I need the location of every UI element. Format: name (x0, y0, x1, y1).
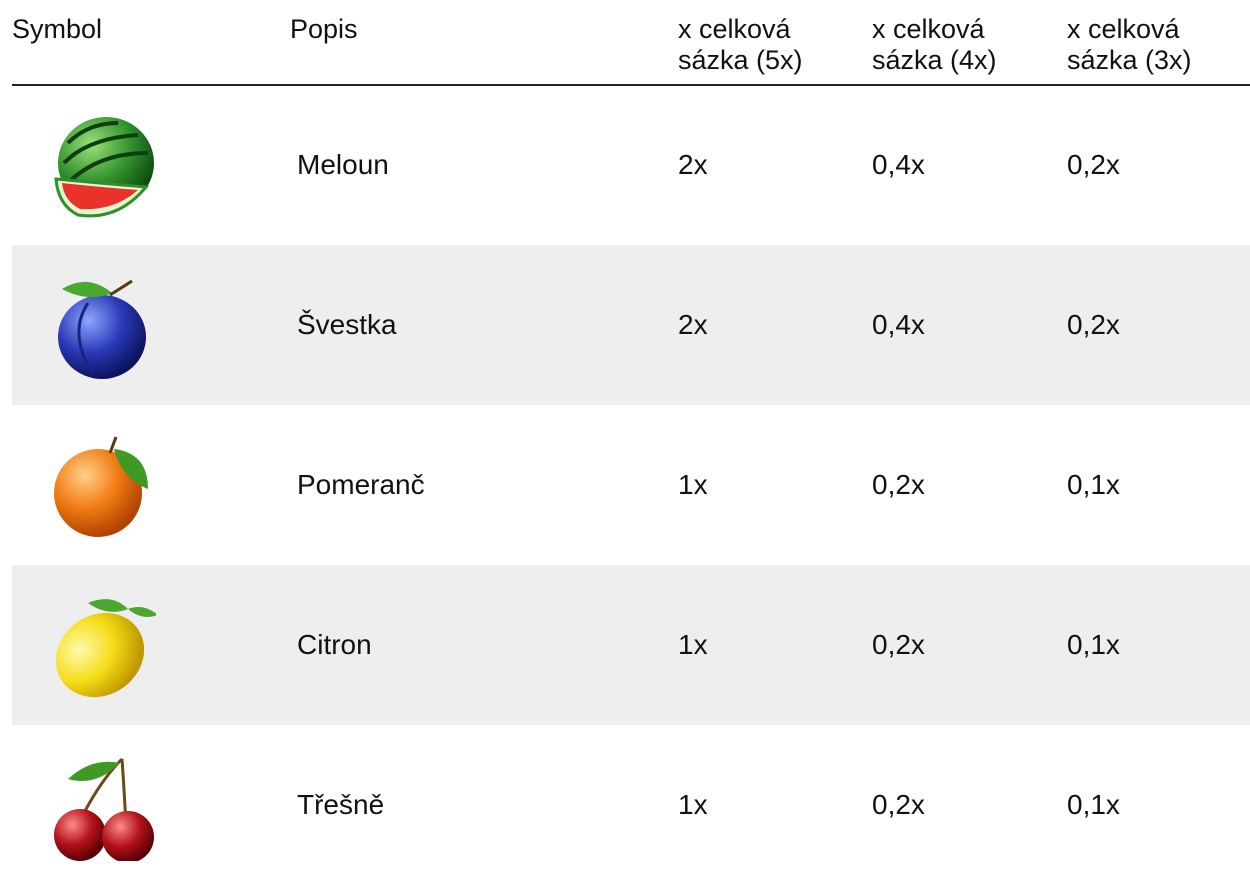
name: Citron (297, 629, 372, 660)
payout-4x: 0,2x (872, 629, 925, 660)
payout-3x: 0,2x (1067, 149, 1120, 180)
payout-4x: 0,2x (872, 789, 925, 820)
header-4x: x celková sázka (4x) (872, 14, 997, 75)
header-rule (12, 84, 1250, 86)
header-symbol: Symbol (12, 14, 103, 44)
payout-5x: 2x (678, 149, 708, 180)
icon-melon (54, 117, 154, 218)
payout-3x: 0,1x (1067, 469, 1120, 500)
payout-5x: 1x (678, 629, 708, 660)
icon-cherry (54, 757, 154, 861)
header-description: Popis (290, 14, 358, 44)
payout-4x: 0,2x (872, 469, 925, 500)
row-lemon: Citron 1x 0,2x 0,1x (12, 565, 1250, 725)
payout-5x: 1x (678, 789, 708, 820)
row-melon: Meloun 2x 0,4x 0,2x (12, 85, 1250, 245)
payout-3x: 0,1x (1067, 789, 1120, 820)
payout-5x: 2x (678, 309, 708, 340)
row-cherry: Třešně 1x 0,2x 0,1x (12, 725, 1250, 885)
payout-4x: 0,4x (872, 309, 925, 340)
name: Třešně (297, 789, 385, 820)
payout-3x: 0,2x (1067, 309, 1120, 340)
name: Pomeranč (297, 469, 425, 500)
paytable-page: Symbol Popis x celková sázka (5x) x celk… (12, 14, 1250, 861)
payout-4x: 0,4x (872, 149, 925, 180)
name: Švestka (297, 309, 397, 340)
name: Meloun (297, 149, 389, 180)
payout-3x: 0,1x (1067, 629, 1120, 660)
row-orange: Pomeranč 1x 0,2x 0,1x (12, 405, 1250, 565)
icon-plum (58, 279, 146, 379)
row-plum: Švestka 2x 0,4x 0,2x (12, 245, 1250, 405)
icon-orange (54, 436, 148, 537)
payout-5x: 1x (678, 469, 708, 500)
header-5x: x celková sázka (5x) (678, 14, 803, 75)
header-3x: x celková sázka (3x) (1067, 14, 1192, 75)
icon-lemon (55, 599, 156, 698)
